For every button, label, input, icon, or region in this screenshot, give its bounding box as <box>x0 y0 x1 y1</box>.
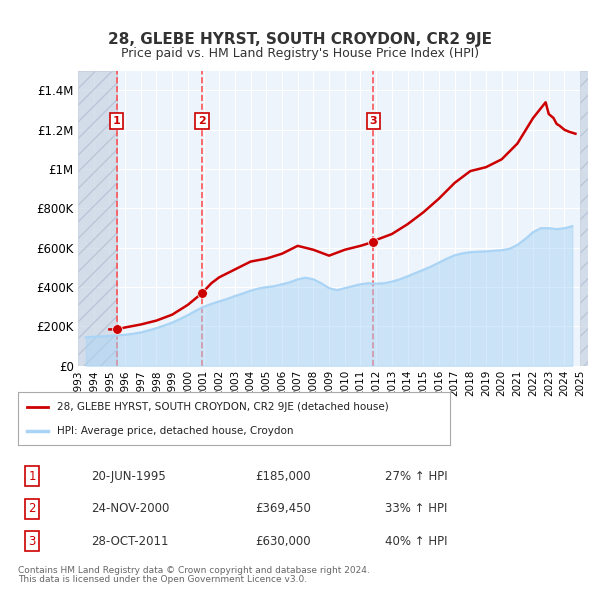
Text: 28-OCT-2011: 28-OCT-2011 <box>91 535 169 548</box>
Text: Contains HM Land Registry data © Crown copyright and database right 2024.: Contains HM Land Registry data © Crown c… <box>18 566 370 575</box>
Bar <box>78 71 117 366</box>
Text: This data is licensed under the Open Government Licence v3.0.: This data is licensed under the Open Gov… <box>18 575 307 584</box>
Text: £185,000: £185,000 <box>255 470 311 483</box>
Text: 1: 1 <box>113 116 121 126</box>
Text: 3: 3 <box>28 535 36 548</box>
Text: 28, GLEBE HYRST, SOUTH CROYDON, CR2 9JE: 28, GLEBE HYRST, SOUTH CROYDON, CR2 9JE <box>108 32 492 47</box>
Bar <box>580 71 588 366</box>
Text: 24-NOV-2000: 24-NOV-2000 <box>91 502 170 516</box>
Text: HPI: Average price, detached house, Croydon: HPI: Average price, detached house, Croy… <box>57 425 293 435</box>
Text: 20-JUN-1995: 20-JUN-1995 <box>91 470 166 483</box>
Text: Price paid vs. HM Land Registry's House Price Index (HPI): Price paid vs. HM Land Registry's House … <box>121 47 479 60</box>
Text: 33% ↑ HPI: 33% ↑ HPI <box>385 502 447 516</box>
Text: 1: 1 <box>28 470 36 483</box>
Text: 3: 3 <box>370 116 377 126</box>
Text: 27% ↑ HPI: 27% ↑ HPI <box>385 470 447 483</box>
Text: 2: 2 <box>198 116 206 126</box>
Text: 40% ↑ HPI: 40% ↑ HPI <box>385 535 447 548</box>
Text: 2: 2 <box>28 502 36 516</box>
Text: £630,000: £630,000 <box>255 535 311 548</box>
Text: 28, GLEBE HYRST, SOUTH CROYDON, CR2 9JE (detached house): 28, GLEBE HYRST, SOUTH CROYDON, CR2 9JE … <box>57 402 389 412</box>
Text: £369,450: £369,450 <box>255 502 311 516</box>
